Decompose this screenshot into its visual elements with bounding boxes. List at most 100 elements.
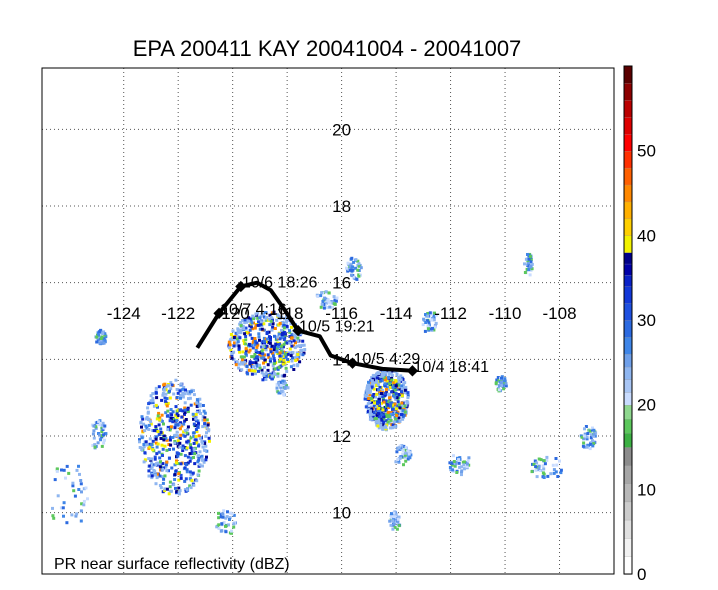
precip-pixel xyxy=(285,318,288,322)
precip-pixel xyxy=(156,430,160,433)
precip-pixel xyxy=(371,394,375,398)
precip-pixel xyxy=(178,409,182,412)
precip-pixel xyxy=(86,497,89,501)
precip-pixel xyxy=(232,357,236,361)
precip-pixel xyxy=(234,343,238,347)
precip-pixel xyxy=(250,336,254,340)
precip-pixel xyxy=(528,254,532,258)
precip-pixel xyxy=(238,350,242,354)
precip-pixel xyxy=(155,472,159,476)
precip-pixel xyxy=(389,401,393,405)
precip-pixel xyxy=(262,336,266,340)
precip-pixel xyxy=(232,350,236,354)
precip-pixel xyxy=(188,392,192,396)
precip-pixel xyxy=(138,446,142,449)
precip-pixel xyxy=(173,440,177,443)
colorbar-swatch xyxy=(623,404,633,420)
precip-pixel xyxy=(175,388,179,391)
precip-pixel xyxy=(235,360,239,364)
precip-pixel xyxy=(65,464,69,468)
precip-pixel xyxy=(247,350,251,354)
colorbar-swatch xyxy=(623,133,633,152)
precip-pixel xyxy=(93,445,97,449)
precip-pixel xyxy=(328,301,332,305)
precip-pixel xyxy=(203,418,207,422)
precip-pixel xyxy=(190,479,194,483)
precip-pixel xyxy=(96,441,100,445)
precip-pixel xyxy=(592,432,596,436)
precip-pixel xyxy=(258,338,261,342)
precip-pixel xyxy=(385,386,389,390)
precip-pixel xyxy=(175,419,179,422)
precip-pixel xyxy=(290,344,294,348)
precip-pixel xyxy=(286,386,290,390)
precip-pixel xyxy=(370,398,374,402)
precip-pixel xyxy=(152,404,156,408)
precip-pixel xyxy=(380,392,383,395)
precip-pixel xyxy=(179,396,182,400)
precip-pixel xyxy=(276,335,280,339)
precip-pixel xyxy=(286,358,290,361)
precip-pixel xyxy=(534,465,538,469)
precip-pixel xyxy=(400,413,403,416)
precip-pixel xyxy=(237,344,241,348)
precip-pixel xyxy=(174,378,178,382)
precip-pixel xyxy=(169,408,173,411)
precip-pixel xyxy=(264,378,268,381)
precip-pixel xyxy=(101,332,105,335)
precip-pixel xyxy=(150,461,154,465)
precip-pixel xyxy=(401,417,405,421)
precip-pixel xyxy=(103,338,107,342)
precip-pixel xyxy=(254,312,258,316)
precip-pixel xyxy=(457,461,461,465)
precip-pixel xyxy=(454,460,458,464)
precip-pixel xyxy=(426,314,430,318)
precip-pixel xyxy=(392,420,396,424)
precip-pixel xyxy=(158,474,162,478)
precip-pixel xyxy=(463,467,466,471)
precip-pixel xyxy=(283,317,286,321)
precip-pixel xyxy=(401,409,405,412)
precip-pixel xyxy=(173,426,177,430)
precip-pixel xyxy=(193,402,197,406)
precip-pixel xyxy=(159,460,162,464)
precip-pixel xyxy=(161,391,165,395)
precip-pixel xyxy=(199,412,203,415)
precip-pixel xyxy=(401,449,405,453)
precip-pixel xyxy=(526,253,529,256)
precip-pixel xyxy=(535,475,539,479)
precip-pixel xyxy=(240,368,244,372)
precip-pixel xyxy=(583,432,587,436)
precip-pixel xyxy=(177,472,181,476)
precip-pixel xyxy=(252,317,255,321)
precip-pixel xyxy=(406,449,410,453)
precip-pixel xyxy=(198,450,202,454)
precip-pixel xyxy=(247,342,251,346)
precip-pixel xyxy=(365,388,369,392)
precip-pixel xyxy=(462,460,466,464)
colorbar: 0 10 20 30 40 50 xyxy=(623,65,656,584)
precip-pixel xyxy=(407,452,411,456)
precip-pixel xyxy=(236,327,240,331)
precip-pixel xyxy=(152,429,156,433)
precip-pixel xyxy=(256,316,260,320)
precip-pixel xyxy=(378,409,382,413)
precip-pixel xyxy=(163,474,167,478)
precip-pixel xyxy=(275,318,279,322)
precip-pixel xyxy=(165,460,169,464)
precip-pixel xyxy=(98,433,102,437)
track-point-marker xyxy=(235,280,247,293)
precip-pixel xyxy=(190,452,194,455)
precip-pixel xyxy=(174,461,178,465)
precip-pixel xyxy=(393,405,396,409)
precip-pixel xyxy=(354,266,358,270)
precip-pixel xyxy=(523,262,526,266)
precip-pixel xyxy=(174,469,178,473)
precip-pixel xyxy=(404,459,408,463)
precip-pixel xyxy=(537,467,541,470)
precip-pixel xyxy=(233,341,236,345)
precip-pixel xyxy=(222,509,226,513)
precip-pixel xyxy=(102,433,105,437)
precip-pixel xyxy=(292,334,296,338)
precip-pixel xyxy=(500,384,504,388)
